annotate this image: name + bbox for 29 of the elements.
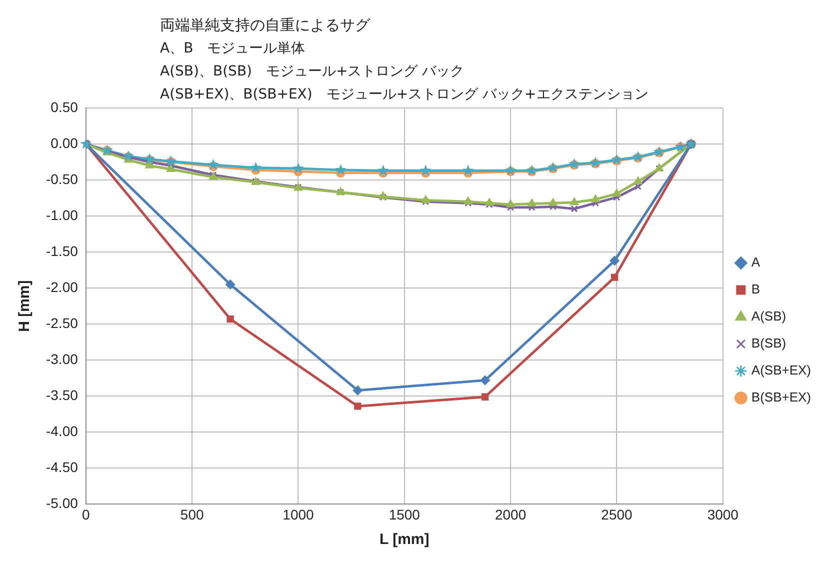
legend-label: A(SB+EX) [751, 362, 812, 378]
legend-label: B [751, 282, 760, 297]
legend-label: B(SB+EX) [751, 390, 812, 405]
chart-subtitle: A、B モジュール単体 A(SB)、B(SB) モジュール+ストロング バック A(SB+EX)、B(SB+EX) モジュール+ストロング バック+エクステンション [160, 40, 648, 103]
x-tick-label: 0 [82, 506, 90, 522]
x-tick-label: 1500 [388, 506, 420, 522]
x-tick-label: 2500 [601, 506, 633, 522]
legend-label: A [751, 254, 760, 270]
x-tick-label: 500 [180, 506, 204, 522]
x-axis-title: L [mm] [380, 531, 430, 548]
x-tick-label: 3000 [707, 506, 739, 522]
chart-title: 両端単純支持の自重によるサグ [160, 16, 371, 34]
y-tick-label: -2.00 [46, 278, 78, 295]
y-axis-title: H [mm] [16, 280, 34, 332]
y-tick-label: -5.00 [46, 495, 78, 512]
legend-label: B(SB) [751, 336, 786, 351]
legend-label: A(SB) [751, 308, 786, 324]
y-tick-label: -2.50 [46, 314, 78, 331]
y-tick-label: -1.00 [46, 206, 78, 223]
y-tick-label: -4.50 [46, 459, 78, 476]
y-tick-label: -0.50 [46, 170, 78, 187]
y-tick-label: -3.00 [46, 350, 78, 367]
x-tick-label: 1000 [282, 506, 314, 522]
y-tick-label: -3.50 [46, 387, 78, 404]
y-tick-label: -1.50 [46, 242, 78, 259]
y-tick-label: -4.00 [46, 423, 78, 440]
x-tick-label: 2000 [494, 506, 526, 522]
y-tick-label: 0.00 [50, 134, 78, 151]
y-tick-label: 0.50 [50, 98, 78, 115]
